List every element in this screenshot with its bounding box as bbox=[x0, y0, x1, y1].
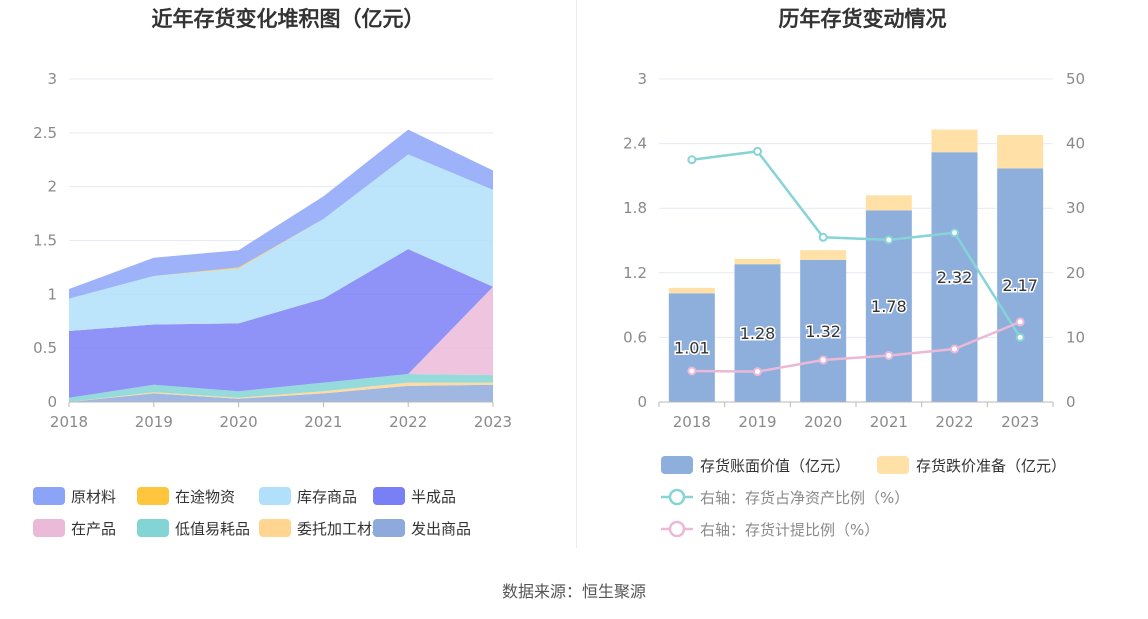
legend-swatch bbox=[33, 519, 65, 537]
bar bbox=[997, 134, 1044, 169]
area-series bbox=[69, 382, 493, 402]
area-series bbox=[69, 154, 493, 331]
bar bbox=[931, 129, 978, 153]
line-point bbox=[950, 228, 959, 238]
right-chart-title: 历年存货变动情况 bbox=[778, 7, 947, 31]
y2-tick-label: 0 bbox=[1066, 393, 1076, 411]
x-tick-label: 2023 bbox=[1001, 413, 1039, 431]
line-point bbox=[884, 350, 894, 360]
y-tick-label: 1.8 bbox=[623, 199, 647, 217]
y-tick-label: 2.5 bbox=[33, 124, 57, 142]
legend-swatch bbox=[137, 487, 169, 505]
data-source-note: 数据来源：恒生聚源 bbox=[501, 582, 646, 601]
line-point bbox=[687, 155, 697, 165]
x-tick-label: 2018 bbox=[673, 413, 711, 431]
y2-tick-label: 20 bbox=[1066, 264, 1085, 282]
legend-swatch bbox=[661, 456, 693, 474]
legend-label: 发出商品 bbox=[411, 520, 471, 538]
left-chart-title: 近年存货变化堆积图（亿元） bbox=[151, 7, 425, 31]
line-point bbox=[950, 344, 959, 354]
y-tick-label: 0.6 bbox=[623, 328, 647, 346]
bar-value-label: 1.32 bbox=[805, 322, 841, 341]
x-tick-label: 2021 bbox=[870, 413, 908, 431]
bar-value-label: 1.01 bbox=[674, 339, 710, 358]
line-point bbox=[687, 366, 697, 376]
legend-marker bbox=[668, 488, 686, 506]
area-series bbox=[69, 249, 493, 398]
y-tick-label: 2.4 bbox=[623, 135, 647, 153]
x-tick-label: 2022 bbox=[389, 413, 427, 431]
bar-value-label: 1.28 bbox=[740, 324, 776, 343]
area-series bbox=[69, 129, 493, 299]
legend-label: 在产品 bbox=[71, 520, 116, 538]
line-point bbox=[818, 232, 828, 242]
x-tick-label: 2020 bbox=[804, 413, 842, 431]
legend-swatch bbox=[259, 519, 291, 537]
bar bbox=[668, 293, 715, 402]
stacked-area-chart: 0 0.5 1 1.5 2 2.5 3 2018 2019 2020 2021 2022 2023 原材料… bbox=[33, 70, 512, 538]
x-tick-label: 2020 bbox=[220, 413, 258, 431]
legend-label: 存货账面价值（亿元） bbox=[700, 457, 850, 475]
legend-label: 右轴：存货占净资产比例（%） bbox=[700, 489, 909, 507]
y2-tick-label: 10 bbox=[1066, 328, 1085, 346]
legend-label: 委托加工材料 bbox=[297, 520, 387, 538]
legend-swatch bbox=[259, 487, 291, 505]
area-series bbox=[69, 384, 493, 402]
y-tick-label: 3 bbox=[47, 70, 57, 88]
y-tick-label: 1.2 bbox=[623, 264, 647, 282]
bar-value-label: 2.32 bbox=[937, 268, 973, 287]
area-series bbox=[69, 374, 493, 402]
bar-value-label: 2.17 bbox=[1002, 276, 1038, 295]
legend-marker bbox=[668, 520, 686, 538]
bar bbox=[668, 287, 715, 294]
legend-label: 右轴：存货计提比例（%） bbox=[700, 521, 879, 539]
legend-label: 存货跌价准备（亿元） bbox=[916, 457, 1066, 475]
legend-label: 低值易耗品 bbox=[175, 520, 250, 538]
panel-divider bbox=[576, 0, 577, 548]
legend-label: 库存商品 bbox=[297, 488, 357, 506]
line-series bbox=[691, 320, 1021, 373]
line-point bbox=[1015, 332, 1025, 342]
line-point bbox=[753, 146, 762, 156]
legend-swatch bbox=[137, 519, 169, 537]
legend-label: 在途物资 bbox=[175, 488, 235, 506]
legend-label: 原材料 bbox=[71, 488, 116, 506]
y-tick-label: 0.5 bbox=[33, 339, 57, 357]
legend-swatch bbox=[373, 487, 405, 505]
x-tick-label: 2023 bbox=[474, 413, 512, 431]
line-point bbox=[884, 235, 894, 245]
bar-value-label: 1.78 bbox=[871, 297, 907, 316]
y2-tick-label: 50 bbox=[1066, 70, 1085, 88]
legend-swatch bbox=[33, 487, 65, 505]
x-tick-label: 2018 bbox=[50, 413, 88, 431]
line-point bbox=[1015, 317, 1025, 327]
bar bbox=[734, 258, 781, 265]
bar bbox=[931, 152, 978, 402]
line-point bbox=[818, 355, 828, 365]
y2-tick-label: 40 bbox=[1066, 135, 1085, 153]
legend-swatch bbox=[877, 456, 909, 474]
bar bbox=[865, 195, 912, 211]
bar bbox=[800, 250, 847, 260]
bar bbox=[734, 264, 781, 402]
y-tick-label: 1 bbox=[47, 285, 57, 303]
legend-swatch bbox=[373, 519, 405, 537]
y2-tick-label: 30 bbox=[1066, 199, 1085, 217]
line-point bbox=[753, 367, 762, 377]
y-tick-label: 3 bbox=[637, 70, 647, 88]
x-tick-label: 2019 bbox=[738, 413, 776, 431]
y-tick-label: 2 bbox=[47, 178, 57, 196]
x-tick-label: 2022 bbox=[935, 413, 973, 431]
line-series bbox=[691, 150, 1022, 339]
y-tick-label: 1.5 bbox=[33, 232, 57, 250]
y-tick-label: 0 bbox=[637, 393, 647, 411]
x-tick-label: 2019 bbox=[135, 413, 173, 431]
y-tick-label: 0 bbox=[47, 393, 57, 411]
x-tick-label: 2021 bbox=[304, 413, 342, 431]
bar bbox=[800, 259, 847, 402]
bar bbox=[997, 168, 1044, 402]
legend-label: 半成品 bbox=[411, 488, 456, 506]
